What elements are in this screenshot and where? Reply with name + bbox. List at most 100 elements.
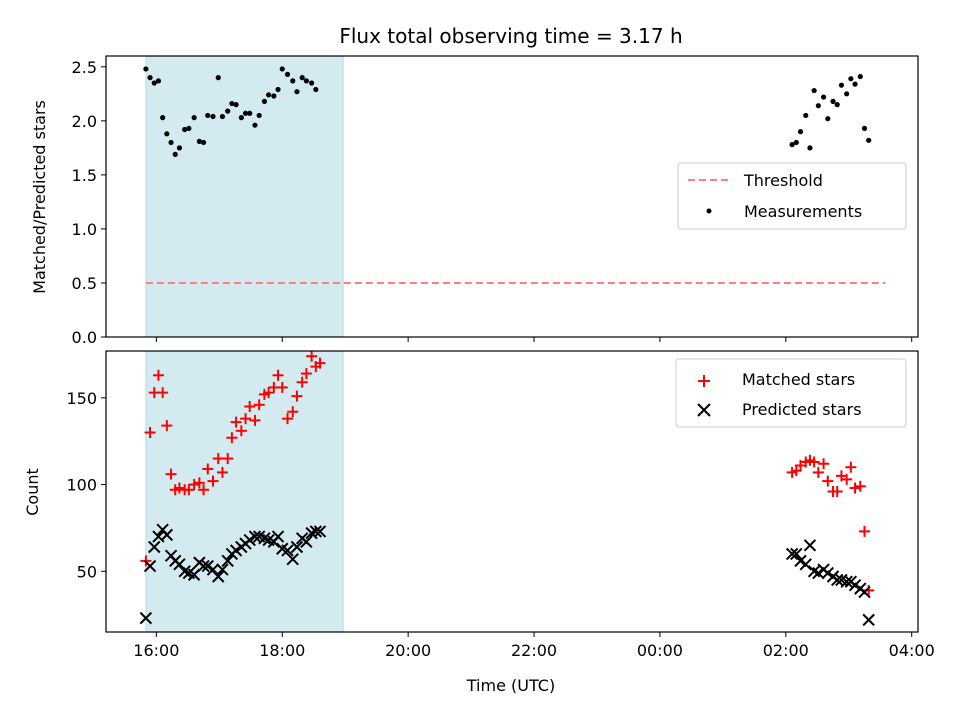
measurement-point [160, 115, 166, 121]
measurement-point [797, 129, 804, 135]
matched-star-point [858, 525, 870, 537]
measurement-point [164, 131, 170, 137]
predicted-star-point [221, 554, 234, 568]
top-x-ticks [155, 337, 913, 342]
measurement-point [811, 87, 817, 94]
top-y-tick-label: 2.5 [72, 58, 97, 77]
matched-star-point [144, 427, 156, 439]
bottom-panel: 50 100 150 16:00 18:00 20:00 22:00 00:00 02:00 0… [23, 350, 935, 695]
measurement-point [215, 75, 221, 81]
predicted-star-point [785, 547, 799, 561]
predicted-star-point [248, 530, 262, 543]
chart-title: Flux total observing time = 3.17 h [339, 24, 682, 48]
predicted-star-point [799, 558, 812, 571]
legend-measurements-label: Measurements [744, 202, 862, 221]
predicted-star-point [790, 547, 803, 561]
matched-star-point [161, 420, 173, 432]
legend-threshold-label: Threshold [743, 171, 823, 190]
top-legend: Threshold Measurements [677, 162, 907, 230]
top-y-tick-label: 0.0 [72, 328, 97, 347]
legend-matched-label: Matched stars [742, 370, 855, 389]
bottom-y-axis-label: Count [23, 468, 42, 516]
matched-star-point [812, 466, 824, 478]
measurement-point [155, 78, 162, 84]
matched-star-point [306, 350, 318, 362]
top-axes-frame [105, 55, 919, 338]
matched-star-point [222, 453, 234, 465]
matched-star-point [249, 414, 261, 426]
bottom-legend: Matched stars Predicted stars [675, 358, 907, 428]
top-legend-box [677, 162, 907, 230]
matched-star-point [152, 369, 164, 381]
top-y-tick-label: 2.0 [72, 112, 97, 131]
measurement-point [815, 103, 821, 109]
measurement-point [242, 110, 249, 116]
measurement-point [252, 122, 258, 128]
measurement-point [303, 78, 309, 84]
bottom-y-tick-label: 150 [66, 389, 97, 408]
matched-star-point [272, 369, 284, 381]
measurements-series [143, 66, 872, 157]
measurement-point [182, 126, 188, 133]
bottom-x-tick-label: 18:00 [259, 641, 305, 660]
top-y-tick-label: 1.5 [72, 166, 97, 185]
matched-star-point [188, 479, 200, 491]
matched-stars-series [140, 350, 875, 596]
bottom-legend-box [675, 358, 907, 428]
x-axis-label: Time (UTC) [466, 676, 555, 695]
measurement-point [147, 75, 153, 81]
matched-star-point [207, 475, 219, 487]
matched-star-point [831, 486, 843, 497]
measurement-point [861, 125, 868, 132]
measurement-point [186, 125, 192, 132]
predicted-star-point [313, 525, 327, 538]
predicted-star-point [286, 552, 299, 566]
predicted-star-point [148, 540, 161, 554]
measurement-point [196, 138, 202, 144]
measurement-point [271, 93, 277, 99]
matched-star-point [276, 381, 288, 393]
measurement-point [233, 102, 239, 108]
measurement-point [168, 139, 174, 146]
matched-star-point [818, 458, 830, 470]
matched-star-point [230, 416, 242, 428]
top-shaded-interval [145, 55, 344, 338]
measurement-point [299, 75, 305, 81]
legend-measurements-swatch [706, 208, 712, 214]
measurement-point [279, 66, 285, 72]
legend-predicted-label: Predicted stars [742, 400, 862, 419]
measurement-point [247, 110, 253, 116]
predicted-stars-series [139, 523, 875, 627]
bottom-x-tick-label: 02:00 [763, 641, 809, 660]
measurement-point [172, 151, 178, 157]
bottom-x-tick-label: 22:00 [511, 641, 557, 660]
matched-star-point [235, 425, 247, 437]
measurement-point [866, 137, 872, 143]
measurement-point [834, 102, 840, 108]
top-panel: 0.0 0.5 1.0 1.5 2.0 2.5 Matched/Predicted sta… [30, 55, 919, 347]
legend-predicted-swatch [697, 403, 711, 417]
bottom-x-tick-label: 16:00 [133, 641, 179, 660]
bottom-x-tick-label: 20:00 [385, 641, 431, 660]
predicted-star-point [139, 611, 153, 625]
measurement-point [820, 94, 827, 100]
predicted-star-point [281, 544, 294, 557]
matched-star-point [291, 390, 303, 402]
measurement-point [210, 113, 216, 120]
bottom-x-tick-label: 04:00 [889, 641, 935, 660]
matched-star-point [226, 432, 238, 444]
matched-star-point [845, 461, 857, 473]
measurement-point [848, 76, 854, 82]
measurement-point [825, 116, 831, 122]
matched-star-point [183, 484, 195, 496]
measurement-point [229, 100, 235, 107]
measurement-point [838, 82, 845, 88]
top-y-tick-label: 0.5 [72, 274, 97, 293]
bottom-axes-frame [105, 350, 919, 633]
predicted-star-point [216, 563, 229, 576]
bottom-x-tick-label: 00:00 [637, 641, 683, 660]
matched-star-point [216, 466, 228, 478]
measurement-point [793, 139, 799, 146]
predicted-star-point [858, 585, 871, 599]
